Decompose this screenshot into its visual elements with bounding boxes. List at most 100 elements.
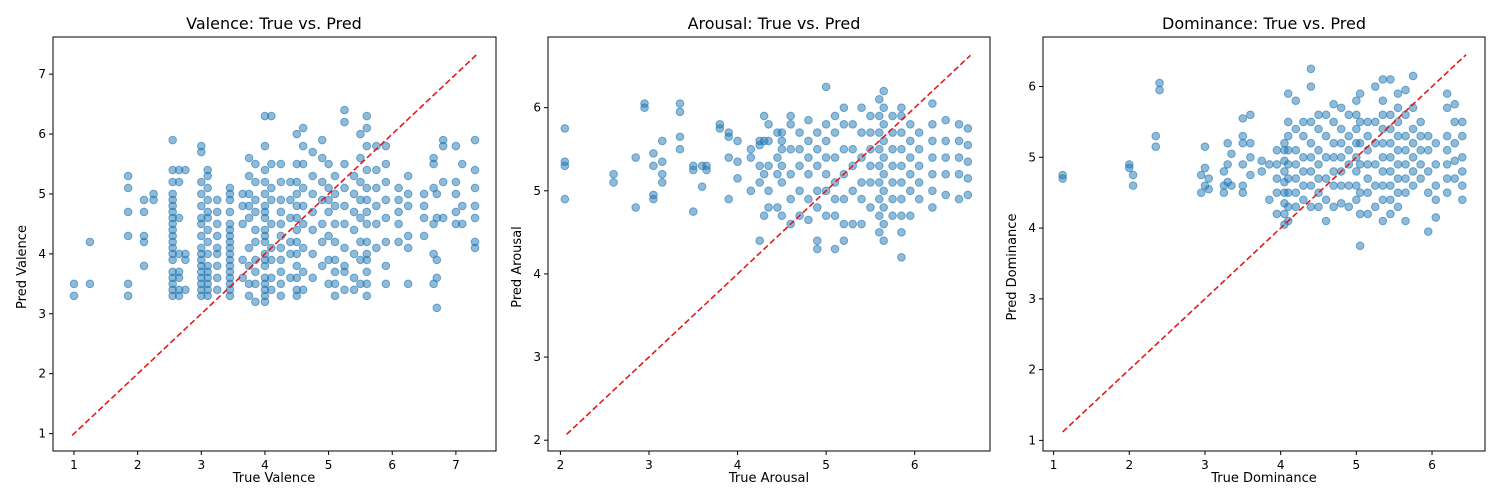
x-tick-label: 4 <box>734 458 742 472</box>
data-point <box>267 111 276 121</box>
data-point <box>181 285 190 295</box>
data-point <box>963 174 973 183</box>
data-point <box>330 201 340 211</box>
data-point <box>203 207 212 217</box>
data-point <box>1344 202 1354 212</box>
data-point <box>1280 209 1289 219</box>
data-point <box>174 177 184 187</box>
data-point <box>879 153 889 162</box>
data-point <box>1393 131 1403 141</box>
data-point <box>1352 181 1361 190</box>
data-point <box>1306 167 1316 176</box>
y-tick-label: 2 <box>533 433 541 447</box>
data-point <box>1155 78 1164 88</box>
data-point <box>888 194 897 204</box>
data-point <box>874 95 884 104</box>
data-point <box>963 140 973 150</box>
x-tick-label: 6 <box>911 458 919 472</box>
data-point <box>372 165 381 175</box>
y-axis-label: Pred Valence <box>15 225 30 309</box>
data-point <box>1314 160 1323 169</box>
data-point <box>1280 138 1289 148</box>
data-point <box>830 194 840 204</box>
data-point <box>1151 131 1161 141</box>
data-point <box>298 183 308 193</box>
data-point <box>804 169 813 179</box>
data-point <box>1321 216 1331 226</box>
data-point <box>1408 181 1418 190</box>
data-point <box>362 219 372 229</box>
data-point <box>733 157 742 166</box>
data-point <box>777 144 787 154</box>
data-point <box>1431 181 1441 190</box>
data-point <box>777 211 787 221</box>
data-point <box>1423 167 1433 176</box>
data-point <box>1355 160 1365 169</box>
data-point <box>251 159 260 169</box>
data-point <box>1352 167 1361 176</box>
data-point <box>764 186 773 196</box>
data-point <box>292 129 302 139</box>
data-point <box>276 291 286 301</box>
data-point <box>1272 209 1282 219</box>
data-point <box>174 213 184 223</box>
data-point <box>470 135 480 145</box>
data-point <box>292 213 302 223</box>
data-point <box>1151 142 1161 151</box>
y-tick-label: 5 <box>1028 150 1036 164</box>
data-point <box>1314 110 1323 120</box>
data-point <box>1393 202 1403 212</box>
data-point <box>839 194 849 204</box>
data-point <box>759 111 769 121</box>
data-point <box>298 243 308 253</box>
x-tick-label: 2 <box>134 458 142 472</box>
data-point <box>755 236 765 245</box>
x-tick-label: 1 <box>1050 458 1058 472</box>
data-point <box>1219 188 1229 197</box>
data-point <box>1401 216 1410 226</box>
data-point <box>362 111 372 121</box>
data-point <box>267 255 276 265</box>
data-point <box>292 273 302 283</box>
data-point <box>1416 174 1425 183</box>
data-point <box>212 195 222 205</box>
data-point <box>812 161 822 171</box>
data-point <box>1329 99 1338 109</box>
data-point <box>631 203 640 212</box>
data-point <box>879 219 889 229</box>
data-point <box>928 169 937 179</box>
data-point <box>381 159 391 169</box>
data-point <box>764 161 773 171</box>
data-point <box>1363 160 1372 169</box>
data-point <box>1321 131 1331 141</box>
data-point <box>298 123 308 133</box>
data-point <box>879 236 889 245</box>
data-point <box>330 267 340 277</box>
data-point <box>432 303 442 313</box>
data-point <box>560 194 570 204</box>
data-point <box>260 225 270 235</box>
data-point <box>470 237 480 247</box>
data-point <box>821 82 831 92</box>
data-point <box>251 267 260 277</box>
data-point <box>839 144 849 154</box>
data-point <box>905 136 915 146</box>
data-point <box>879 203 889 212</box>
data-point <box>356 177 365 187</box>
data-point <box>286 195 295 205</box>
x-tick-label: 1 <box>70 458 78 472</box>
data-point <box>928 153 937 162</box>
data-point <box>1386 75 1395 84</box>
data-point <box>839 103 849 112</box>
data-point <box>1457 117 1467 127</box>
data-point <box>197 231 206 241</box>
data-point <box>746 186 756 196</box>
data-point <box>197 189 206 199</box>
data-point <box>1314 145 1323 155</box>
data-point <box>251 195 260 205</box>
data-point <box>203 261 212 271</box>
data-point <box>1204 184 1214 194</box>
data-point <box>928 186 937 196</box>
data-point <box>897 252 906 262</box>
